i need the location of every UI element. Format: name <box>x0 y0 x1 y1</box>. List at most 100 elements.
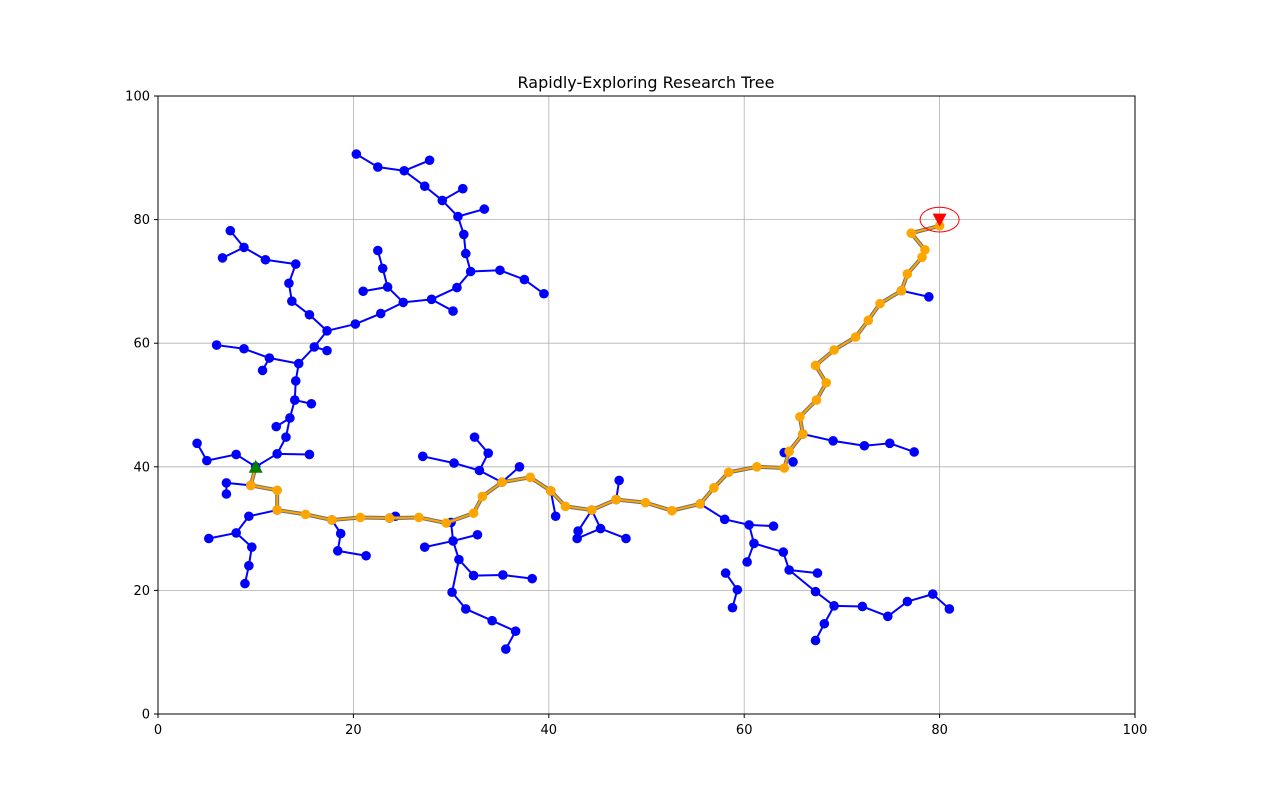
path-node <box>441 518 452 528</box>
tree-node <box>322 345 332 356</box>
path-node <box>829 345 839 355</box>
tree-node <box>350 319 361 329</box>
path-nodes <box>246 220 945 528</box>
tree-node <box>419 181 430 192</box>
y-tick-label: 0 <box>142 708 150 723</box>
tree-node <box>550 511 561 522</box>
tree-node <box>909 447 919 457</box>
tree-node <box>829 601 839 611</box>
tree-node <box>495 265 505 276</box>
tree-node <box>244 560 254 571</box>
tree-node <box>377 263 388 274</box>
tree-node <box>240 578 250 589</box>
tree-edge <box>802 433 834 442</box>
tree-node <box>351 149 362 159</box>
tree-node <box>399 165 410 176</box>
tree-edge <box>326 323 356 332</box>
tree-node <box>573 526 583 536</box>
tree-node <box>454 554 464 565</box>
tree-node <box>246 542 257 552</box>
tree-edge <box>265 258 296 266</box>
tree-node <box>417 451 428 462</box>
tree-node <box>424 155 435 166</box>
tree-node <box>621 533 631 544</box>
tree-node <box>375 308 386 319</box>
x-tick-label: 40 <box>541 723 558 738</box>
y-tick-label: 60 <box>133 337 150 352</box>
tree-node <box>784 565 794 575</box>
tree-edge <box>451 559 460 593</box>
tree-edge <box>753 542 784 554</box>
y-tick-label: 100 <box>125 90 150 105</box>
path-node <box>695 499 706 509</box>
tree-node <box>271 421 282 432</box>
tree-nodes <box>192 149 955 654</box>
goal-region <box>919 206 960 233</box>
tree-node <box>304 309 315 320</box>
tree-node <box>373 245 383 256</box>
x-tick-label: 0 <box>154 723 162 738</box>
path-node <box>863 315 874 326</box>
path-node <box>525 472 536 483</box>
tree-node <box>884 438 895 449</box>
tree-node <box>778 547 789 557</box>
path-node <box>246 480 256 491</box>
tree-node <box>859 440 870 451</box>
tree-node <box>448 536 458 546</box>
path-node <box>640 497 651 508</box>
tree-edge <box>699 503 726 521</box>
path-node <box>709 483 719 493</box>
tree-node <box>244 511 254 522</box>
path-node <box>811 395 822 405</box>
start-marker <box>248 459 263 473</box>
tree-node <box>332 546 343 556</box>
tree-node <box>501 644 511 654</box>
tree-node <box>902 596 913 607</box>
path-node <box>752 462 762 472</box>
tree-node <box>239 242 249 253</box>
path-node <box>920 245 930 255</box>
tree-node <box>459 229 469 240</box>
tree-node <box>720 568 731 578</box>
y-tick-label: 80 <box>133 213 150 228</box>
tree-node <box>788 457 798 467</box>
tree-node <box>519 274 530 285</box>
path-node <box>611 494 622 505</box>
path-node <box>667 505 677 516</box>
tree-node <box>460 604 471 614</box>
tree-node <box>514 462 525 472</box>
path-node <box>795 411 805 422</box>
path-node <box>414 512 424 523</box>
path-node <box>560 501 571 512</box>
tree-node <box>719 514 730 525</box>
tree-node <box>749 538 759 549</box>
path-node <box>384 513 395 523</box>
tree-node <box>447 587 457 598</box>
path-node <box>468 508 479 518</box>
tree-node <box>272 449 282 459</box>
path-node <box>723 467 734 478</box>
tree-node <box>335 528 346 539</box>
path-node <box>272 505 282 515</box>
path-node <box>821 377 832 388</box>
tree-edge <box>269 357 299 365</box>
tree-edge <box>206 453 237 462</box>
tree-node <box>221 478 232 488</box>
tree-edge <box>248 509 278 518</box>
tree-node <box>527 573 537 584</box>
x-tick-label: 100 <box>1123 723 1148 738</box>
tree-node <box>828 436 838 446</box>
markers <box>248 206 960 473</box>
path-node <box>355 512 366 523</box>
tree-node <box>322 326 332 336</box>
tree-node <box>469 432 480 442</box>
x-tick-label: 80 <box>931 723 948 738</box>
tree-edge <box>424 539 454 549</box>
path-node <box>586 505 597 515</box>
tree-node <box>924 292 934 302</box>
tree-node <box>284 278 294 289</box>
tree-node <box>290 376 301 386</box>
